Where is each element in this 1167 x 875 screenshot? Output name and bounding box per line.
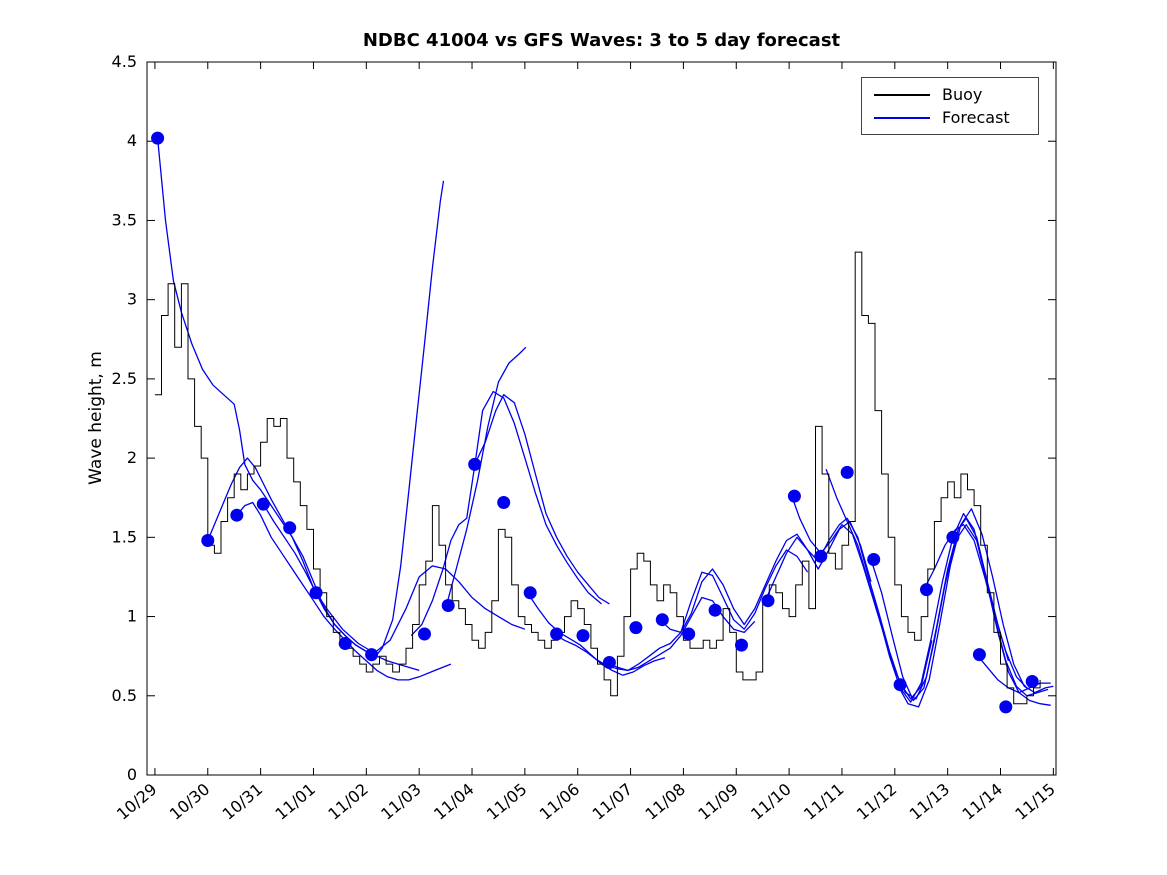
forecast-marker bbox=[523, 586, 537, 600]
buoy-series bbox=[154, 251, 1041, 705]
forecast-marker bbox=[761, 594, 775, 608]
legend: Buoy Forecast bbox=[861, 77, 1039, 135]
forecast-run bbox=[606, 549, 809, 672]
legend-item-buoy: Buoy bbox=[862, 85, 1038, 104]
forecast-marker bbox=[338, 637, 352, 650]
y-tick-label: 1.5 bbox=[112, 527, 137, 546]
forecast-marker bbox=[1025, 675, 1039, 688]
forecast-run bbox=[526, 592, 666, 676]
forecast-run bbox=[410, 390, 602, 637]
y-tick-label: 3.5 bbox=[112, 210, 137, 229]
x-tick-label: 10/29 bbox=[113, 780, 161, 824]
forecast-marker bbox=[201, 534, 215, 547]
forecast-marker bbox=[629, 621, 643, 635]
forecast-marker bbox=[920, 583, 933, 597]
forecast-marker bbox=[283, 521, 297, 535]
forecast-marker bbox=[735, 638, 748, 652]
forecast-run bbox=[553, 596, 756, 672]
forecast-marker bbox=[999, 700, 1013, 714]
forecast-marker bbox=[256, 497, 270, 511]
legend-label-forecast: Forecast bbox=[942, 108, 1010, 127]
y-tick-label: 1 bbox=[127, 607, 137, 626]
forecast-marker bbox=[365, 648, 379, 662]
forecast-marker bbox=[972, 648, 986, 662]
forecast-marker bbox=[602, 656, 616, 669]
x-tick-label: 11/12 bbox=[853, 780, 901, 824]
x-tick-label: 10/30 bbox=[166, 780, 214, 824]
forecast-marker bbox=[497, 496, 511, 509]
forecast-marker bbox=[867, 553, 881, 566]
buoy-line-swatch bbox=[874, 93, 930, 96]
x-tick-label: 11/15 bbox=[1011, 780, 1059, 824]
forecast-marker bbox=[840, 465, 854, 479]
forecast-run bbox=[444, 346, 527, 609]
x-tick-label: 11/03 bbox=[377, 780, 425, 824]
legend-label-buoy: Buoy bbox=[942, 85, 983, 104]
y-tick-label: 0 bbox=[127, 765, 137, 784]
x-tick-label: 11/02 bbox=[324, 780, 372, 824]
forecast-line-swatch bbox=[874, 116, 930, 119]
legend-item-forecast: Forecast bbox=[862, 108, 1038, 127]
forecast-marker bbox=[708, 603, 722, 617]
x-tick-label: 11/13 bbox=[906, 780, 954, 824]
x-tick-label: 11/09 bbox=[694, 780, 742, 824]
forecast-run bbox=[896, 508, 1054, 708]
forecast-marker bbox=[946, 530, 960, 544]
forecast-marker bbox=[576, 629, 590, 643]
forecast-run bbox=[474, 394, 610, 605]
x-tick-label: 11/11 bbox=[800, 780, 848, 824]
x-tick-label: 11/08 bbox=[641, 780, 689, 824]
forecast-run bbox=[825, 468, 1049, 703]
forecast-marker bbox=[787, 489, 801, 503]
forecast-marker bbox=[309, 586, 323, 600]
x-tick-label: 11/01 bbox=[272, 780, 320, 824]
forecast-run bbox=[207, 457, 420, 672]
forecast-marker bbox=[814, 549, 828, 563]
forecast-run bbox=[236, 501, 452, 681]
forecast-run bbox=[870, 524, 1051, 706]
axes-box bbox=[146, 61, 1057, 776]
y-tick-label: 4.5 bbox=[112, 52, 137, 71]
forecast-marker bbox=[418, 627, 431, 641]
y-tick-label: 0.5 bbox=[112, 686, 137, 705]
x-tick-label: 11/07 bbox=[589, 780, 637, 824]
y-tick-label: 4 bbox=[127, 131, 137, 150]
x-tick-label: 11/06 bbox=[536, 780, 584, 824]
forecast-run bbox=[156, 138, 367, 652]
y-tick-label: 2.5 bbox=[112, 369, 137, 388]
x-tick-label: 11/04 bbox=[430, 780, 478, 824]
forecast-marker bbox=[550, 627, 564, 641]
y-tick-label: 2 bbox=[127, 448, 137, 467]
forecast-marker bbox=[468, 457, 482, 471]
x-tick-label: 11/10 bbox=[747, 780, 795, 824]
x-tick-label: 11/14 bbox=[959, 780, 1007, 824]
forecast-run bbox=[923, 524, 1028, 689]
forecast-run bbox=[659, 520, 872, 634]
forecast-marker bbox=[230, 508, 244, 522]
x-tick-label: 11/05 bbox=[483, 780, 531, 824]
x-tick-label: 10/31 bbox=[219, 780, 267, 824]
forecast-run bbox=[371, 180, 445, 662]
forecast-marker bbox=[655, 613, 669, 627]
chart-title: NDBC 41004 vs GFS Waves: 3 to 5 day fore… bbox=[362, 30, 841, 51]
forecast-marker bbox=[893, 678, 907, 692]
forecast-marker bbox=[682, 627, 696, 641]
forecast-run bbox=[262, 503, 526, 654]
forecast-marker bbox=[151, 131, 165, 145]
y-tick-label: 3 bbox=[127, 290, 137, 309]
forecast-marker bbox=[441, 599, 455, 612]
